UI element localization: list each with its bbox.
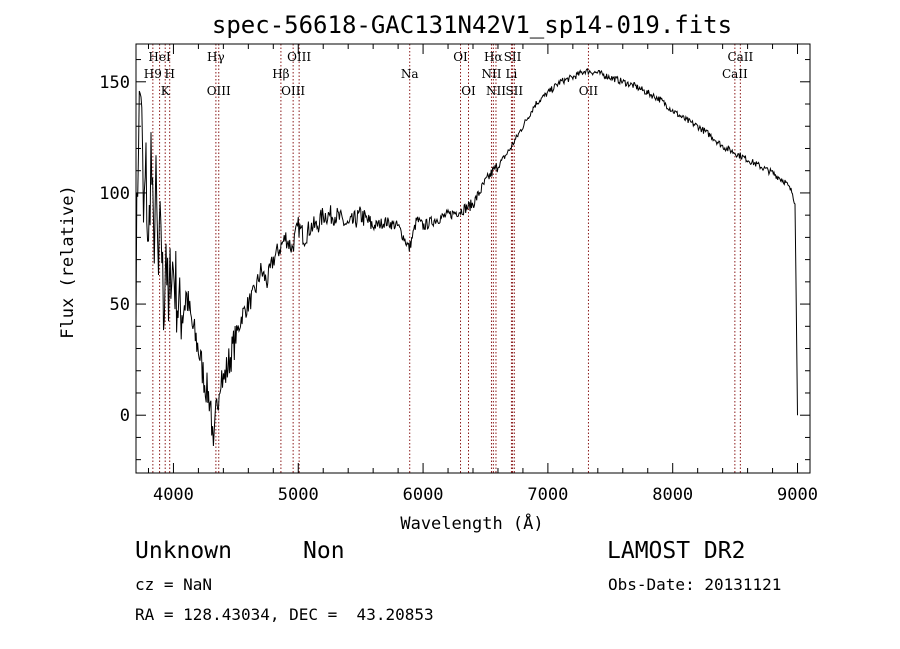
y-tick-label: 100 [99, 184, 130, 204]
spectral-line-label: SII [504, 50, 522, 64]
obs-date-label: Obs-Date: 20131121 [608, 575, 782, 594]
x-axis-ticks: 4000 5000 6000 7000 8000 9000 [147, 44, 818, 505]
spectral-line-label: Li [506, 67, 518, 81]
spectral-line-label: OIII [207, 84, 231, 98]
spectral-line-label: HeI [148, 50, 171, 64]
spectrum-line [135, 68, 798, 447]
spectral-line-label: K [161, 84, 171, 98]
x-tick-label: 5000 [278, 485, 319, 505]
x-axis-label: Wavelength (Å) [400, 512, 543, 534]
y-tick-label: 50 [110, 295, 130, 315]
spectral-line-label: OIII [281, 84, 305, 98]
spectral-line-label: Hγ [207, 50, 225, 64]
object-class-label: Unknown [135, 538, 232, 564]
y-axis-label: Flux (relative) [58, 185, 78, 339]
plot-frame [135, 43, 811, 474]
subclass-label: Non [303, 538, 345, 564]
x-tick-label: 6000 [403, 485, 444, 505]
spectral-line-label: NII [486, 84, 506, 98]
x-tick-label: 4000 [153, 485, 194, 505]
spectral-line-label: OI [461, 84, 476, 98]
spectral-line-label: H9 [144, 67, 162, 81]
x-tick-label: 7000 [527, 485, 568, 505]
y-axis-ticks: 0 50 100 150 [99, 59, 810, 461]
spectral-line-label: CaII [722, 67, 748, 81]
line-markers [152, 44, 741, 473]
cz-label: cz = NaN [135, 575, 213, 594]
spectral-line-label: OII [579, 84, 599, 98]
spectral-line-label: H [164, 67, 174, 81]
chart-title: spec-56618-GAC131N42V1_sp14-019.fits [212, 11, 732, 39]
spectral-line-label: Hβ [272, 67, 289, 81]
spectral-line-label: OI [453, 50, 468, 64]
y-tick-label: 150 [99, 73, 130, 93]
spectral-line-label: CaII [727, 50, 753, 64]
y-tick-label: 0 [120, 406, 130, 426]
x-tick-label: 8000 [652, 485, 693, 505]
spectral-line-label: Hα [484, 50, 503, 64]
spectral-line-label: SII [505, 84, 523, 98]
line-labels: H9HeIHKHγOIIIHβOIIIOIIINaOIOIHαNIINIISII… [144, 50, 754, 98]
survey-label: LAMOST DR2 [607, 538, 746, 564]
x-tick-label: 9000 [777, 485, 818, 505]
spectral-line-label: Na [401, 67, 419, 81]
spectral-line-label: OIII [287, 50, 311, 64]
coordinates-label: RA = 128.43034, DEC = 43.20853 [135, 605, 434, 624]
spectral-line-label: NII [481, 67, 501, 81]
